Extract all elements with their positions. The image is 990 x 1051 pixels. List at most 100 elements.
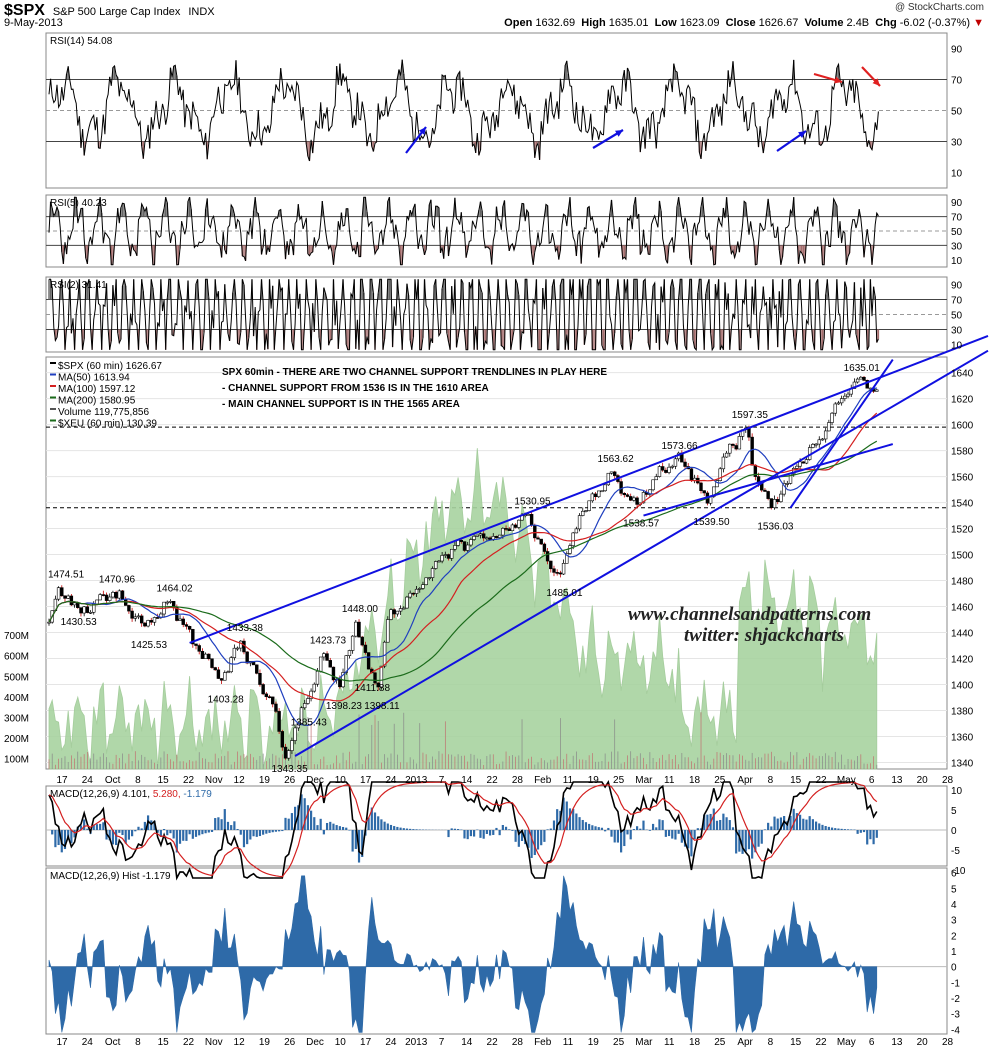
candle-body [699,482,703,491]
x-tick: Mar [635,775,653,786]
x-tick: Oct [105,1037,121,1048]
candle-body [593,493,598,498]
candle-body [660,466,665,471]
candle-body [622,493,627,496]
x-tick: May [837,775,856,786]
candle-body [641,492,646,504]
candle-body [261,684,265,695]
legend-swatch [50,396,56,399]
x-tick: 17 [56,775,68,786]
swing-label: 1563.62 [598,454,635,465]
candle-body [223,672,227,681]
y-tick: 70 [951,76,963,87]
candle-body [143,622,147,627]
x-tick: 28 [942,1037,954,1048]
candle-body [574,528,579,534]
legend-entry: MA(100) 1597.12 [58,384,136,395]
price-y-tick: 1520 [951,525,974,536]
candle-body [277,711,281,732]
price-y-tick: 1420 [951,655,974,666]
candle-body [363,644,368,653]
candle-body [600,490,604,493]
x-tick: 15 [158,775,170,786]
candle-body [673,458,678,467]
xeu-area [48,448,878,770]
y-tick: 90 [951,198,963,209]
candle-body [459,539,464,542]
x-tick: 20 [917,775,929,786]
candle-body [545,551,550,562]
candle-body [200,650,205,659]
x-tick: 28 [942,775,954,786]
candle-body [453,545,457,550]
x-tick: 12 [234,1037,246,1048]
candle-body [776,499,780,503]
candle-body [833,403,837,414]
candle-body [724,452,729,458]
candle-body [558,572,563,575]
x-tick: 19 [588,775,600,786]
candle-body [734,445,738,450]
candle-body [318,656,323,672]
candle-body [475,534,479,537]
candle-body [852,381,857,389]
x-tick: 8 [135,1037,141,1048]
candle-body [507,528,511,532]
candle-body [395,610,400,615]
candle-body [584,510,588,512]
candle-body [721,456,726,470]
hist-label: MACD(12,26,9) Hist -1.179 [50,871,171,882]
x-tick: 18 [689,775,701,786]
candle-body [181,618,185,625]
x-tick: 8 [768,775,774,786]
candle-body [597,490,601,498]
candle-body [766,491,770,499]
low-label: Low [654,17,677,29]
candle-body [155,617,160,619]
candle-body [187,626,192,630]
x-tick: 24 [82,1037,94,1048]
candle-body [526,514,531,516]
x-tick: 8 [135,775,141,786]
candle-body [577,515,582,530]
candle-body [785,483,790,485]
candle-body [747,427,751,438]
price-y-tick: 1460 [951,603,974,614]
candle-body [462,541,467,551]
candle-body [469,539,473,546]
candle-body [287,750,291,759]
candle-body [360,636,364,646]
volume-tick: 500M [4,672,29,683]
candle-body [804,459,809,464]
y-tick: 50 [951,107,963,118]
price-y-tick: 1640 [951,369,974,380]
x-tick: 22 [815,775,827,786]
hist-y-tick: 2 [951,931,957,942]
candle-body [274,703,278,712]
candle-body [120,590,125,600]
x-tick: 19 [588,1037,600,1048]
x-tick: 11 [664,1037,675,1048]
candle-body [398,608,403,612]
candle-body [216,669,221,679]
candle-body [536,537,540,540]
swing-label: 1539.50 [693,517,730,528]
x-tick: 22 [815,1037,827,1048]
candle-body [648,489,652,495]
candle-body [437,560,441,563]
candle-body [795,465,799,469]
candle-body [306,698,310,704]
x-tick: 28 [512,775,524,786]
candle-body [130,610,134,619]
candle-body [737,436,742,450]
x-tick: 11 [563,775,574,786]
candle-body [497,534,502,538]
candle-body [239,640,243,649]
macd-signal-value: 5.280, [150,789,181,800]
volume-tick: 100M [4,755,29,766]
swing-label: 1485.01 [546,588,583,599]
candle-body [750,436,754,466]
x-tick: 18 [689,1037,701,1048]
x-tick: 14 [461,1037,473,1048]
